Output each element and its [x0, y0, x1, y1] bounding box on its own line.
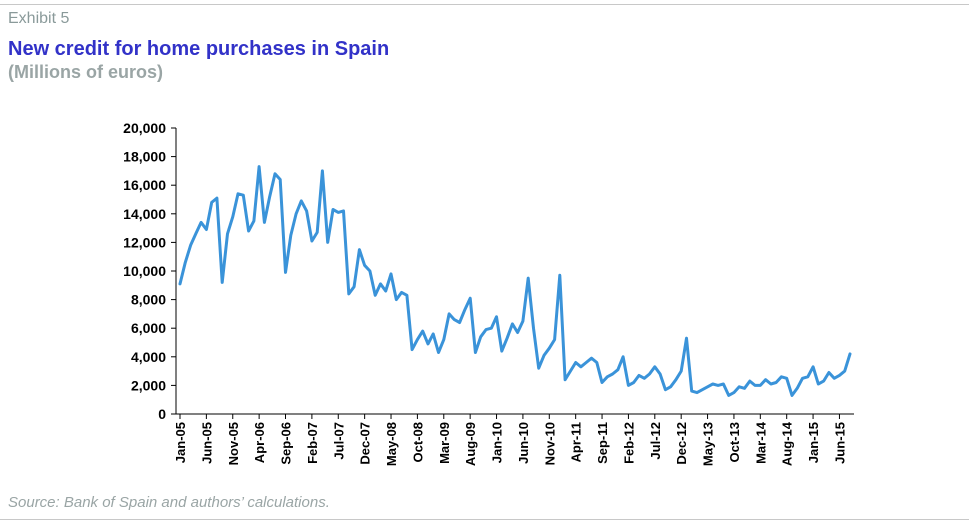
chart-title: New credit for home purchases in Spain: [8, 38, 390, 60]
x-tick-label: Aug-14: [780, 421, 795, 466]
x-tick-label: Dec-12: [674, 422, 689, 465]
y-tick-label: 10,000: [123, 263, 166, 279]
y-tick-label: 14,000: [123, 206, 166, 222]
exhibit-label: Exhibit 5: [8, 10, 70, 27]
x-tick-label: Jun-05: [199, 422, 214, 464]
y-tick-label: 2,000: [131, 377, 166, 393]
y-tick-label: 18,000: [123, 149, 166, 165]
x-axis: Jan-05 Jun-05 Nov-05 Apr-06 Sep-06 Feb-07 Jul-…: [173, 413, 854, 466]
x-tick-label: Jul-12: [648, 422, 663, 460]
x-tick-label: Jan-10: [490, 422, 505, 463]
x-tick-label: Mar-14: [753, 421, 768, 464]
y-tick-label: 4,000: [131, 349, 166, 365]
x-tick-label: Feb-12: [621, 422, 636, 464]
y-tick-label: 0: [158, 406, 166, 422]
y-tick-label: 16,000: [123, 177, 166, 193]
bottom-rule: [0, 519, 969, 520]
x-tick-label: Apr-06: [252, 422, 267, 463]
y-tick-label: 12,000: [123, 234, 166, 250]
x-tick-label: Nov-10: [542, 422, 557, 465]
x-tick-label: Dec-07: [358, 422, 373, 465]
x-tick-label: Sep-11: [595, 422, 610, 464]
source-note: Source: Bank of Spain and authors’ calcu…: [8, 494, 330, 511]
x-tick-label: Oct-13: [727, 422, 742, 462]
x-tick-label: Sep-06: [279, 422, 294, 465]
x-tick-label: Jun-10: [516, 422, 531, 464]
y-tick-label: 20,000: [123, 120, 166, 136]
y-tick-label: 6,000: [131, 320, 166, 336]
x-tick-label: Apr-11: [569, 422, 584, 462]
series-line: [178, 165, 852, 397]
x-tick-label: May-13: [701, 422, 716, 466]
y-axis: 0 2,000 4,000 6,000 8,000 10,000 12,000 14,000 1…: [123, 120, 177, 422]
top-rule: [0, 4, 969, 5]
x-tick-label: Mar-09: [437, 422, 452, 464]
x-tick-label: Jul-07: [331, 422, 346, 460]
x-tick-label: Nov-05: [226, 422, 241, 465]
x-tick-label: Oct-08: [410, 422, 425, 462]
x-tick-label: Aug-09: [463, 422, 478, 466]
x-tick-label: May-08: [384, 422, 399, 466]
series-group: [178, 165, 852, 397]
x-tick-label: Feb-07: [305, 422, 320, 464]
chart-subtitle: (Millions of euros): [8, 62, 163, 82]
y-tick-label: 8,000: [131, 292, 166, 308]
x-tick-label: Jan-05: [173, 422, 188, 463]
x-tick-label: Jun-15: [832, 422, 847, 464]
x-tick-label: Jan-15: [806, 422, 821, 463]
